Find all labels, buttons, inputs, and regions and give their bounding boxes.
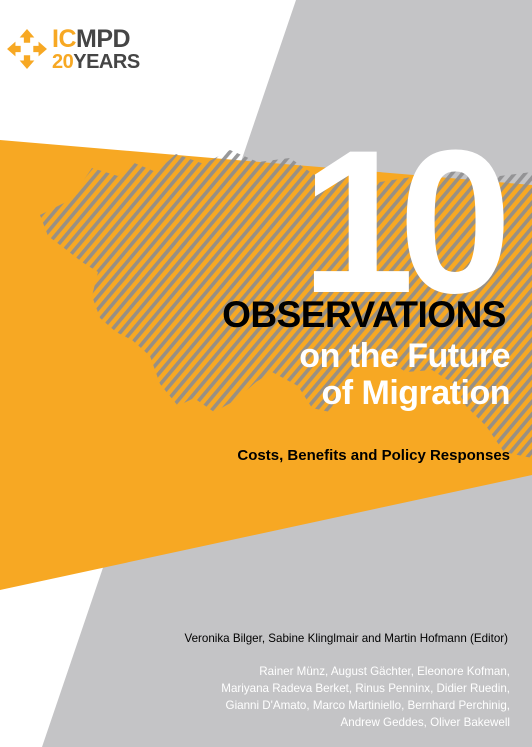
cover-subtitle-line2: of Migration bbox=[321, 374, 510, 412]
cover-tagline: Costs, Benefits and Policy Responses bbox=[237, 447, 510, 464]
logo-wordmark: ICMPD bbox=[52, 25, 131, 53]
contributor-line: Andrew Geddes, Oliver Bakewell bbox=[340, 716, 510, 729]
contributor-line: Mariyana Radeva Berket, Rinus Penninx, D… bbox=[221, 682, 510, 695]
cover-title: OBSERVATIONS bbox=[222, 294, 506, 335]
contributors-list: Rainer Münz, August Gächter, Eleonore Ko… bbox=[90, 663, 510, 731]
cover-subtitle-line1: on the Future bbox=[299, 337, 510, 375]
four-arrows-icon bbox=[7, 29, 47, 69]
icmpd-logo: ICMPD 20YEARS bbox=[6, 18, 166, 72]
contributor-line: Gianni D'Amato, Marco Martiniello, Bernh… bbox=[225, 699, 510, 712]
editors-line: Veronika Bilger, Sabine Klinglmair and M… bbox=[184, 632, 509, 645]
contributor-line: Rainer Münz, August Gächter, Eleonore Ko… bbox=[259, 665, 510, 678]
europe-map-graphic bbox=[40, 150, 532, 458]
logo-anniversary: 20YEARS bbox=[52, 51, 140, 73]
big-number: 10 bbox=[301, 108, 512, 336]
